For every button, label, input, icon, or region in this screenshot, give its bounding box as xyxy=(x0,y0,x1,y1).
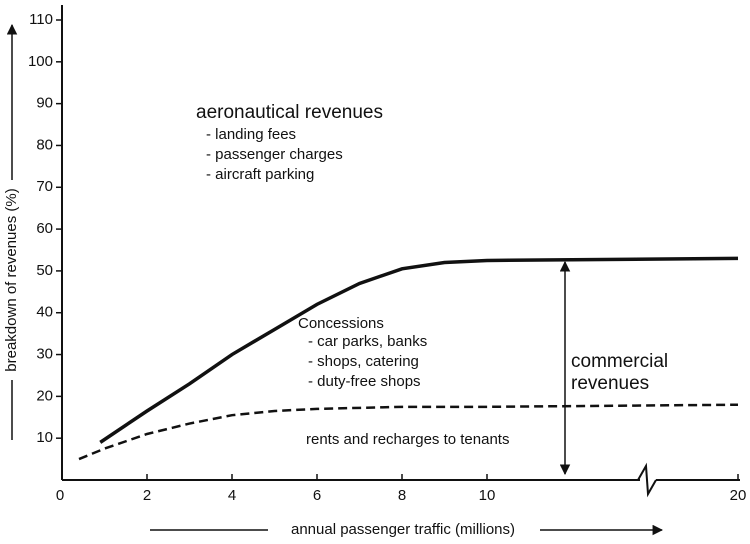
y-axis-label: breakdown of revenues (%) xyxy=(3,188,20,371)
annotation: aeronautical revenues xyxy=(196,102,383,123)
y-tick-label: 60 xyxy=(36,220,53,237)
x-tick-label: 2 xyxy=(143,487,151,504)
annotation: - shops, catering xyxy=(308,353,419,370)
x-tick-label: 4 xyxy=(228,487,236,504)
y-tick-label: 10 xyxy=(36,429,53,446)
annotation: revenues xyxy=(571,373,649,394)
y-tick-label: 30 xyxy=(36,346,53,363)
y-tick-label: 80 xyxy=(36,136,53,153)
x-tick-label: 8 xyxy=(398,487,406,504)
y-tick-label: 70 xyxy=(36,178,53,195)
annotation: rents and recharges to tenants xyxy=(306,431,509,448)
x-axis-label: annual passenger traffic (millions) xyxy=(291,521,515,538)
x-tick-label: 10 xyxy=(479,487,496,504)
axis-break xyxy=(637,462,657,498)
y-tick-label: 40 xyxy=(36,304,53,321)
x-tick-label: 20 xyxy=(730,487,747,504)
x-tick-label: 6 xyxy=(313,487,321,504)
annotation: - aircraft parking xyxy=(206,166,314,183)
annotation: - car parks, banks xyxy=(308,333,427,350)
annotation: - landing fees xyxy=(206,126,296,143)
y-tick-label: 50 xyxy=(36,262,53,279)
y-label-group: breakdown of revenues (%) xyxy=(3,188,20,371)
annotation: Concessions xyxy=(298,315,384,332)
line xyxy=(99,256,739,444)
line xyxy=(78,403,739,461)
annotation: commercial xyxy=(571,351,668,372)
x-tick-label: 0 xyxy=(56,487,64,504)
y-tick-label: 90 xyxy=(36,95,53,112)
annotation: - passenger charges xyxy=(206,146,343,163)
y-tick-label: 100 xyxy=(28,53,53,70)
annotation: - duty-free shops xyxy=(308,373,421,390)
y-tick-label: 110 xyxy=(29,11,53,28)
y-tick-label: 20 xyxy=(36,387,53,404)
